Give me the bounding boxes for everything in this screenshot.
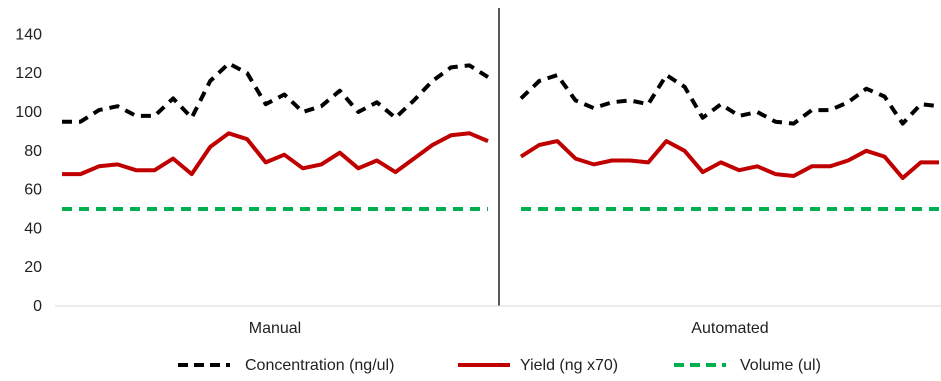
y-tick-label: 20 [24, 259, 42, 276]
legend-label-volume: Volume (ul) [740, 357, 821, 374]
y-tick-label: 80 [24, 143, 42, 160]
y-tick-label: 60 [24, 182, 42, 199]
legend-label-concentration: Concentration (ng/ul) [245, 357, 394, 374]
x-category-label: Manual [249, 320, 301, 337]
plot-area [62, 8, 940, 306]
x-category-label: Automated [691, 320, 768, 337]
series-line-concentration-automated [519, 73, 940, 126]
series-line-concentration-manual [62, 61, 490, 124]
x-axis: Manual Automated [55, 305, 941, 337]
y-axis: 0 20 40 60 80 100 120 140 [15, 26, 42, 315]
series-line-yield-automated [519, 139, 939, 180]
y-tick-label: 140 [15, 26, 42, 43]
series-line-yield-manual [62, 131, 489, 177]
y-tick-label: 40 [24, 220, 42, 237]
legend: Concentration (ng/ul) Yield (ng x70) Volum… [178, 357, 821, 374]
y-tick-label: 120 [15, 65, 42, 82]
legend-label-yield: Yield (ng x70) [520, 357, 618, 374]
y-tick-label: 0 [33, 298, 42, 315]
y-tick-label: 100 [15, 104, 42, 121]
